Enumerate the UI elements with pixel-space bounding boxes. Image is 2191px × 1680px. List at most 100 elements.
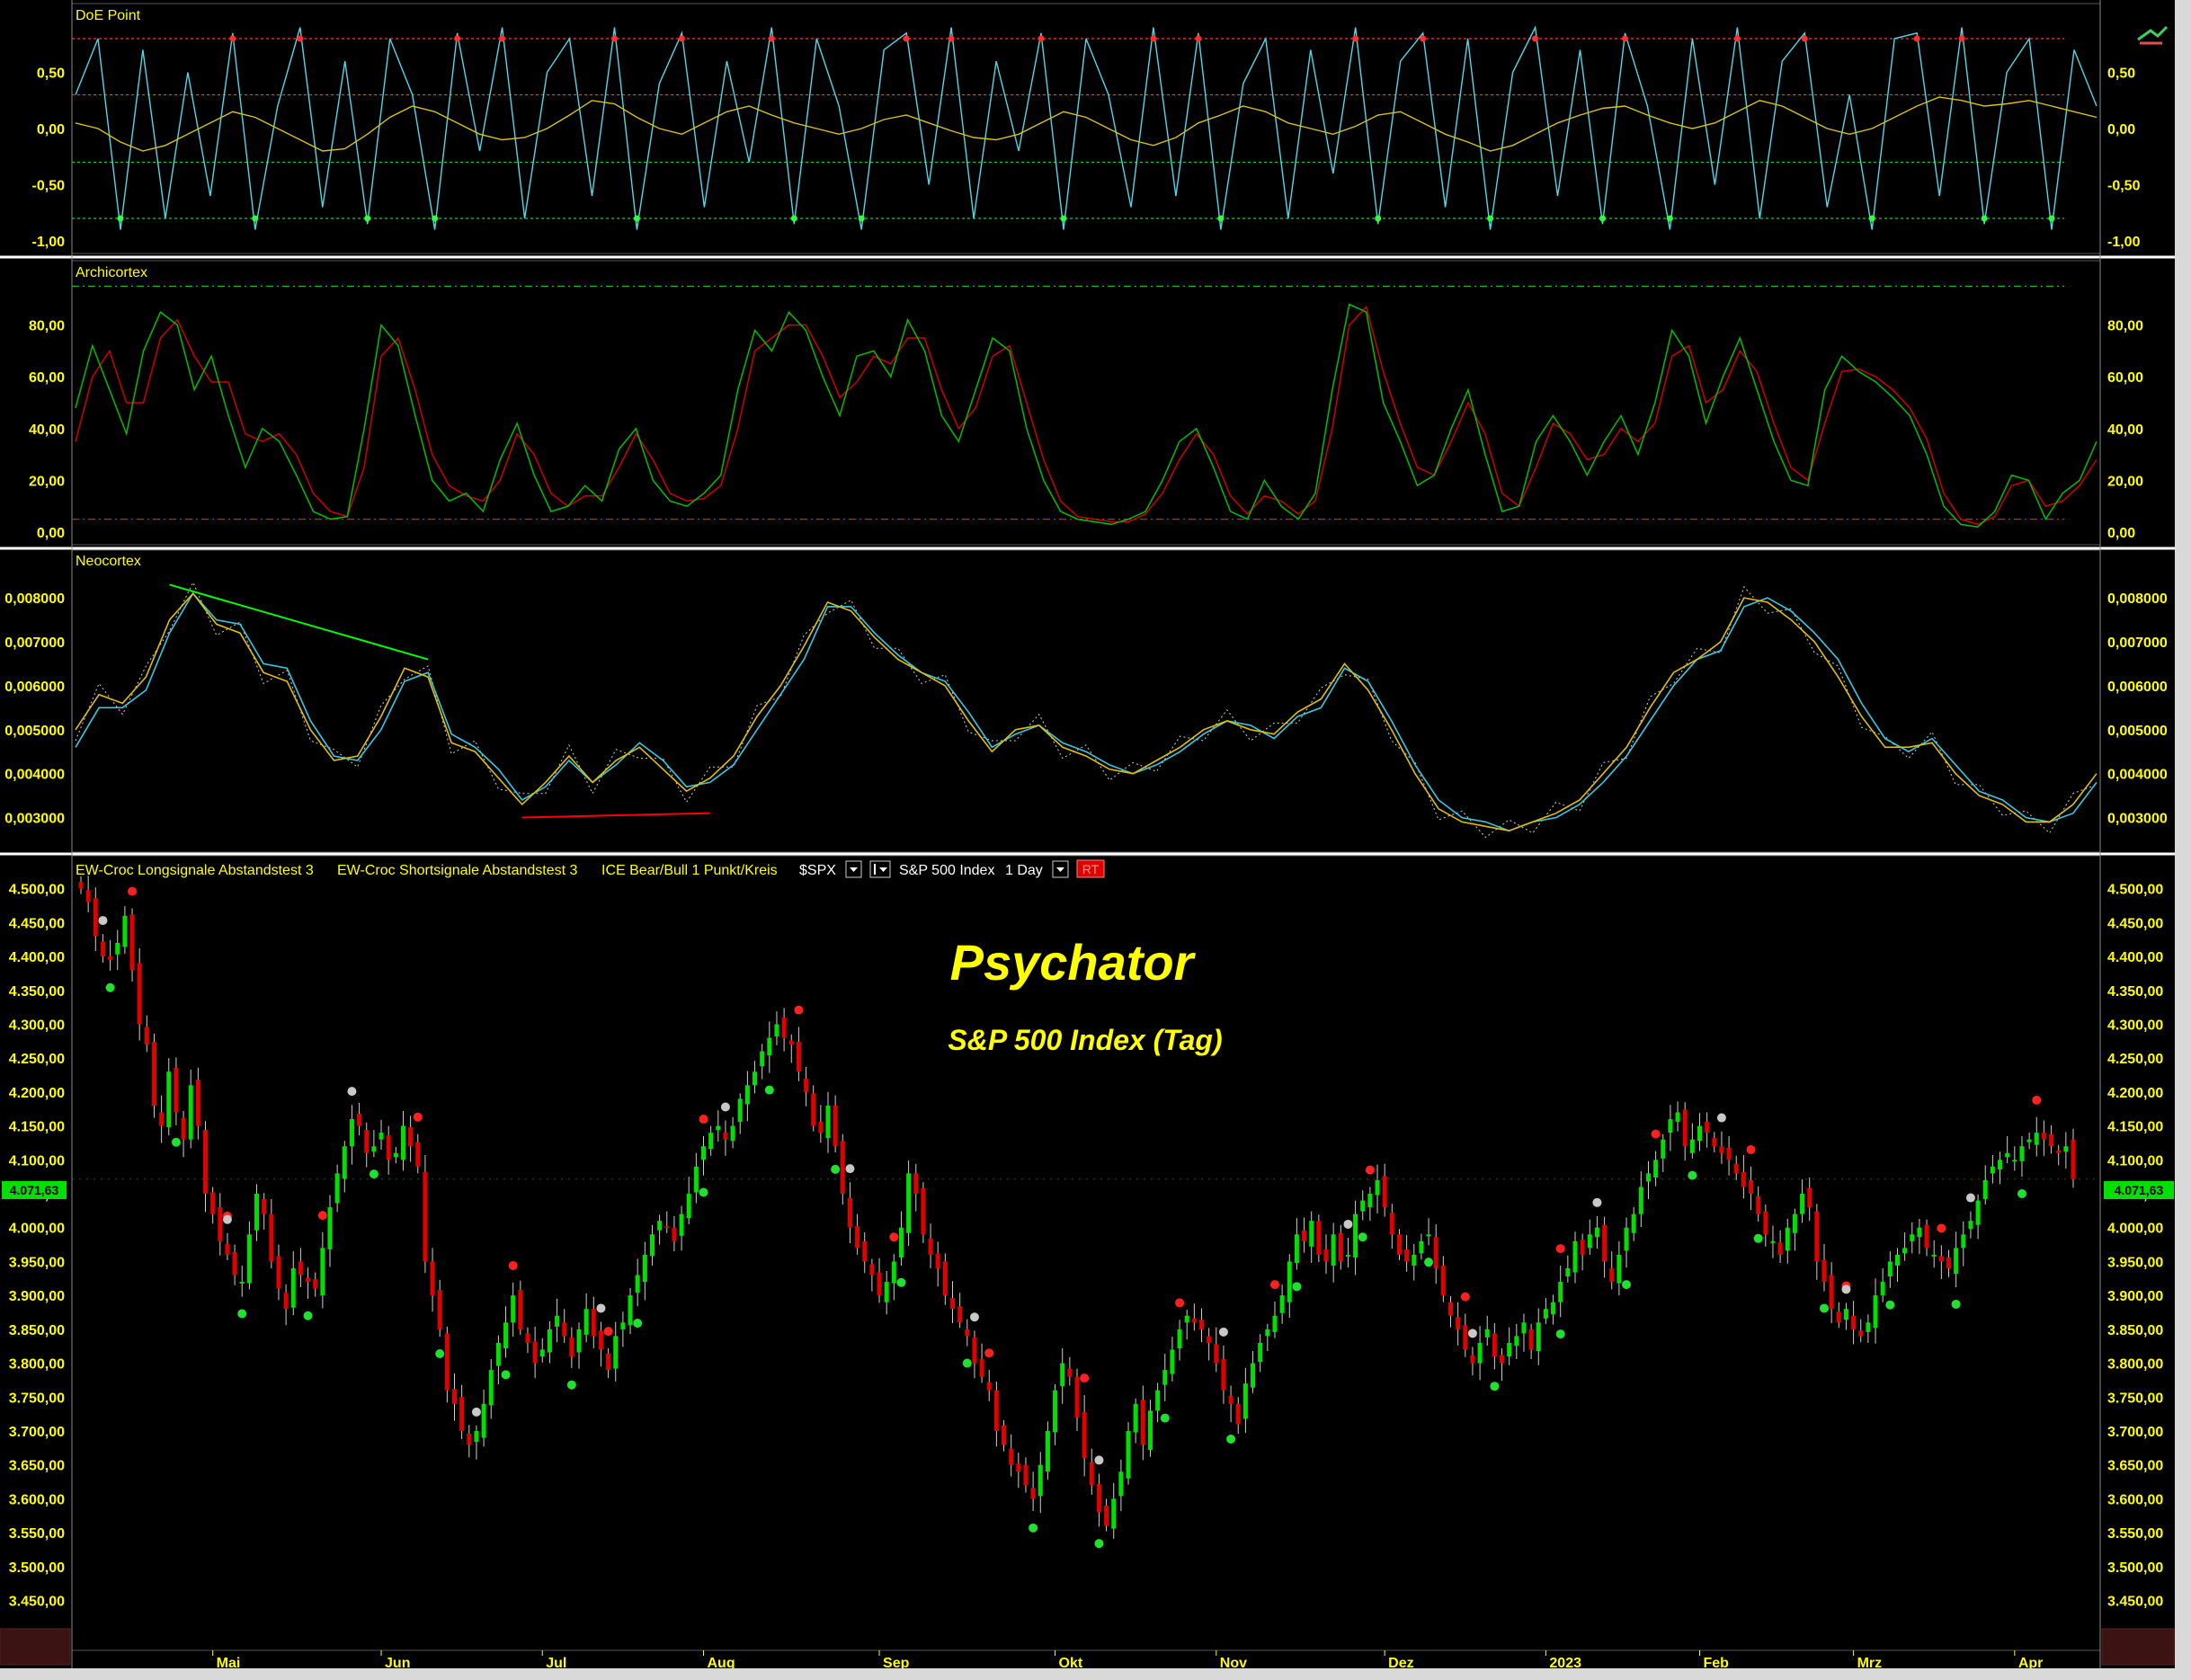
candle-body <box>1829 1275 1834 1310</box>
long-signal-dot <box>1029 1523 1038 1533</box>
candle-body <box>708 1133 714 1150</box>
candle-body <box>840 1141 845 1195</box>
symbol-label[interactable]: $SPX <box>799 863 836 878</box>
ice-signal-dot <box>596 1303 606 1313</box>
candle-body <box>855 1226 860 1249</box>
candle-body <box>2005 1152 2010 1158</box>
candle-body <box>811 1093 816 1126</box>
short-signal-dot <box>317 1211 327 1221</box>
candle-body <box>1235 1403 1241 1425</box>
doe-sell-dot <box>1532 35 1539 42</box>
chart-tools-icon[interactable] <box>2137 25 2169 45</box>
short-signal-dot <box>1651 1129 1661 1139</box>
candle-body <box>760 1051 765 1067</box>
instrument-type-dropdown[interactable] <box>869 860 891 878</box>
candle-body <box>1954 1248 1959 1275</box>
archi-slow-line <box>75 305 2097 526</box>
chart-subtitle: S&P 500 Index (Tag) <box>948 1024 1222 1056</box>
candle-body <box>833 1105 838 1147</box>
candle-body <box>1998 1160 2003 1169</box>
short-signal-dot <box>413 1112 423 1122</box>
candle-body <box>210 1192 216 1214</box>
long-signal-dot <box>566 1380 576 1390</box>
y-tick-label-left: 3.950,00 <box>9 1255 65 1270</box>
candle-body <box>1902 1248 1908 1254</box>
long-signal-dot <box>1358 1232 1367 1242</box>
candle-body <box>423 1171 428 1262</box>
candle-body <box>371 1146 377 1152</box>
candle-body <box>1851 1315 1857 1329</box>
date-tick-label: Nov <box>1220 1656 1247 1671</box>
neo-trendline <box>169 583 429 661</box>
candle-body <box>85 890 91 902</box>
y-tick-label-right: 3.850,00 <box>2107 1323 2163 1338</box>
date-tick-label: Apr <box>2018 1656 2044 1671</box>
candle-body <box>159 1112 165 1126</box>
doe-sell-dot <box>903 35 910 42</box>
candle-body <box>1477 1342 1483 1364</box>
candle-body <box>1214 1344 1219 1364</box>
doe-buy-dot <box>790 215 797 222</box>
candle-body <box>298 1261 303 1276</box>
symbol-dropdown-button[interactable] <box>845 860 862 878</box>
candle-body <box>1500 1355 1505 1364</box>
candle-body <box>1580 1240 1585 1255</box>
candle-body <box>1661 1139 1666 1159</box>
left-scroll-area[interactable] <box>0 1628 71 1666</box>
interval-dropdown-button[interactable] <box>1052 860 1069 878</box>
doe-buy-dot <box>364 215 371 222</box>
candle-body <box>503 1322 509 1348</box>
candle-body <box>598 1330 603 1350</box>
doe-buy-dot <box>2048 215 2055 222</box>
candle-body <box>972 1337 977 1364</box>
candle-body <box>1594 1227 1599 1238</box>
candle-body <box>1009 1448 1014 1465</box>
candle-body <box>686 1194 691 1219</box>
candle-body <box>657 1221 663 1231</box>
doe-buy-dot <box>1666 215 1673 222</box>
candle-body <box>1419 1240 1424 1254</box>
candle-body <box>1067 1368 1073 1377</box>
candle-body <box>430 1261 435 1296</box>
candle-body <box>1002 1425 1007 1445</box>
candle-body <box>1367 1194 1373 1208</box>
horizontal-scrollbar[interactable] <box>0 1668 2191 1680</box>
candle-body <box>1272 1315 1278 1332</box>
candle-body <box>481 1403 486 1438</box>
y-tick-label-right: 0,50 <box>2107 67 2135 82</box>
doe-buy-dot <box>432 215 439 222</box>
candle-body <box>444 1333 450 1391</box>
candle-body <box>921 1187 926 1235</box>
y-tick-label-right: 3.900,00 <box>2107 1289 2163 1304</box>
y-tick-label-left: 80,00 <box>29 319 65 334</box>
date-tick-label: Mrz <box>1857 1656 1883 1671</box>
y-tick-label-right: 4.200,00 <box>2107 1086 2163 1101</box>
ice-signal-dot <box>1094 1455 1104 1465</box>
right-scroll-area[interactable] <box>2101 1628 2175 1666</box>
y-tick-label-left: 4.450,00 <box>9 916 65 931</box>
candle-body <box>701 1146 706 1160</box>
candle-body <box>1741 1171 1746 1187</box>
candle-body <box>818 1122 824 1133</box>
long-signal-dot <box>501 1370 511 1380</box>
candle-body <box>1265 1329 1270 1337</box>
candle-body <box>730 1125 735 1142</box>
candle-body <box>379 1133 384 1140</box>
candle-body <box>1763 1211 1768 1235</box>
neo-yellow-line <box>75 591 2097 832</box>
long-signal-dot <box>1951 1299 1961 1309</box>
candle-body <box>774 1024 779 1037</box>
candle-body <box>935 1253 940 1268</box>
date-tick-label: Sep <box>883 1656 910 1671</box>
doe-average-line <box>75 96 2097 152</box>
long-signal-dot <box>1555 1329 1565 1339</box>
candle-body <box>1287 1261 1292 1302</box>
candle-body <box>1242 1383 1248 1419</box>
long-signal-dot <box>1094 1539 1104 1549</box>
interval-label[interactable]: 1 Day <box>1005 863 1043 878</box>
ice-signal-dot <box>1218 1327 1228 1337</box>
realtime-badge[interactable]: RT <box>1076 859 1105 878</box>
long-signal-dot <box>896 1277 906 1287</box>
legend-long-signals: EW-Croc Longsignale Abstandstest 3 <box>76 863 314 878</box>
vertical-scrollbar[interactable] <box>2175 0 2191 1668</box>
